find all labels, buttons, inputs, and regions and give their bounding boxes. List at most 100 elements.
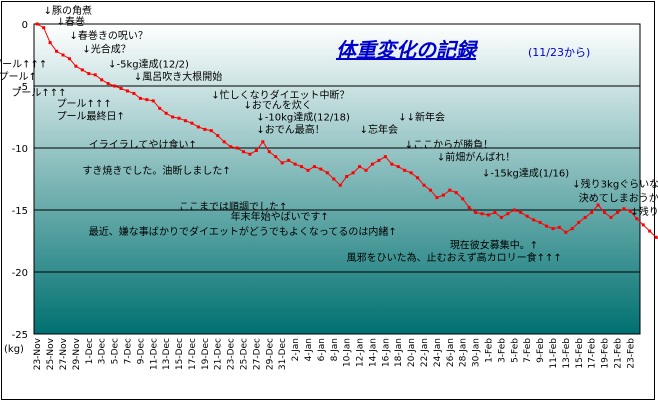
x-tick-label: 23-Nov [33, 337, 43, 370]
x-tick-label: 29-Dec [265, 338, 275, 370]
data-point [306, 168, 310, 172]
data-point [409, 171, 413, 175]
data-point [396, 165, 400, 169]
y-tick-label: -25 [12, 330, 28, 341]
annotation: イライラしてやけ食い↑ [89, 138, 197, 151]
y-tick-label: -15 [12, 206, 28, 217]
data-point [641, 223, 645, 227]
x-tick-label: 15-Feb [575, 338, 585, 369]
x-tick-label: 25-Nov [46, 337, 56, 370]
data-point [125, 89, 129, 93]
chart-subtitle: (11/23から) [528, 46, 590, 59]
data-point [300, 165, 304, 169]
data-point [487, 213, 490, 217]
data-point [422, 183, 426, 187]
data-point [564, 230, 568, 234]
data-point [332, 177, 336, 181]
annotation: プール↑↑↑ [11, 87, 66, 99]
data-point [448, 188, 452, 192]
data-point [222, 140, 226, 144]
data-point [325, 171, 329, 175]
x-tick-label: 26-Jan [446, 338, 456, 367]
data-point [229, 145, 233, 149]
x-tick-label: 13-Feb [562, 338, 572, 369]
data-point [364, 168, 368, 172]
data-point [480, 212, 484, 216]
annotation: 最近、嫌な事ばかりでダイエットがどうでもよくなってるのは内緒↑ [89, 225, 397, 238]
x-tick-label: 22-Jan [420, 338, 430, 367]
data-point [570, 227, 574, 231]
y-tick-label: -5 [18, 82, 28, 93]
chart-title: 体重変化の記録 [336, 38, 479, 62]
data-point [461, 197, 465, 201]
x-tick-label: 3-Dec [98, 338, 108, 364]
x-tick-label: 21-Dec [214, 338, 224, 370]
data-point [506, 212, 510, 216]
data-point [454, 191, 458, 195]
x-tick-label: 29-Nov [72, 337, 82, 370]
data-point [61, 53, 65, 57]
data-point [538, 220, 542, 224]
x-tick-label: 30-Jan [472, 338, 482, 367]
annotation: 決めてしまおうかと悩み中。 [579, 191, 658, 204]
annotations: ↓豚の角煮↓春巻 ↓春巻きの呪い？↓光合成？ ↓-5kg達成(12/2) プール↑↑↑… [0, 5, 658, 264]
annotation: ↓残り3kgぐらいなので一気に [572, 178, 658, 191]
y-tick-label: -10 [12, 144, 28, 155]
data-point [493, 210, 497, 214]
annotation: ↓豚の角煮 [44, 5, 92, 17]
annotation: ↓おでんを炊く [244, 98, 312, 111]
annotation: ↓-15kg達成(1/16) [482, 168, 569, 180]
data-point [648, 229, 652, 233]
x-tick-label: 20-Jan [407, 338, 417, 367]
x-tick-label: 12-Jan [356, 338, 366, 367]
data-point [132, 91, 136, 95]
x-tick-label: 23-Feb [626, 338, 636, 369]
x-axis-ticks: 23-Nov 25-Nov 27-Nov 29-Nov 1-Dec 3-Dec 5-Dec 7… [33, 337, 636, 370]
data-point [216, 134, 220, 138]
annotation: すき焼きでした。油断しました↑ [82, 164, 230, 177]
x-tick-label: 19-Dec [201, 338, 211, 370]
data-point [351, 171, 355, 175]
data-point [293, 162, 297, 166]
x-tick-label: 11-Feb [549, 338, 559, 369]
y-tick-label: -20 [12, 268, 28, 279]
data-point [499, 215, 503, 219]
data-point [242, 150, 246, 154]
data-point [551, 227, 555, 231]
y-axis-label: (kg) [4, 344, 24, 355]
x-tick-label: 8-Jan [330, 338, 340, 361]
data-point [254, 148, 258, 152]
data-point [345, 175, 349, 179]
data-point [196, 125, 200, 129]
data-point [177, 116, 181, 120]
data-point [87, 72, 91, 76]
data-point [467, 206, 471, 210]
data-point [171, 115, 175, 119]
annotation: ↓ここからが勝負！ [405, 138, 493, 151]
data-point [35, 22, 39, 26]
x-tick-label: 1-Feb [485, 338, 495, 363]
data-point [622, 207, 626, 211]
data-point [312, 165, 316, 169]
x-tick-label: 31-Dec [278, 338, 288, 370]
data-point [67, 57, 71, 61]
x-tick-label: 1-Dec [85, 338, 95, 364]
x-tick-label: 17-Feb [588, 338, 598, 369]
x-tick-label: 21-Feb [613, 338, 623, 369]
annotation: ↓↓新年会 [398, 111, 445, 124]
data-point [377, 158, 381, 162]
data-point [338, 183, 342, 187]
annotation: ↓-10kg達成(12/18) [256, 112, 350, 124]
plot-area [33, 23, 641, 335]
data-point [603, 210, 607, 214]
data-point [596, 203, 600, 207]
annotation: ここまでは順調でした↑ [179, 200, 287, 213]
x-tick-label: 18-Jan [394, 338, 404, 367]
x-tick-label: 23-Dec [227, 338, 237, 370]
x-tick-label: 3-Feb [497, 338, 507, 363]
x-tick-label: 27-Dec [252, 338, 262, 370]
data-point [370, 162, 374, 166]
data-point [532, 218, 536, 222]
x-tick-label: 27-Nov [59, 337, 69, 370]
data-point [158, 106, 162, 110]
